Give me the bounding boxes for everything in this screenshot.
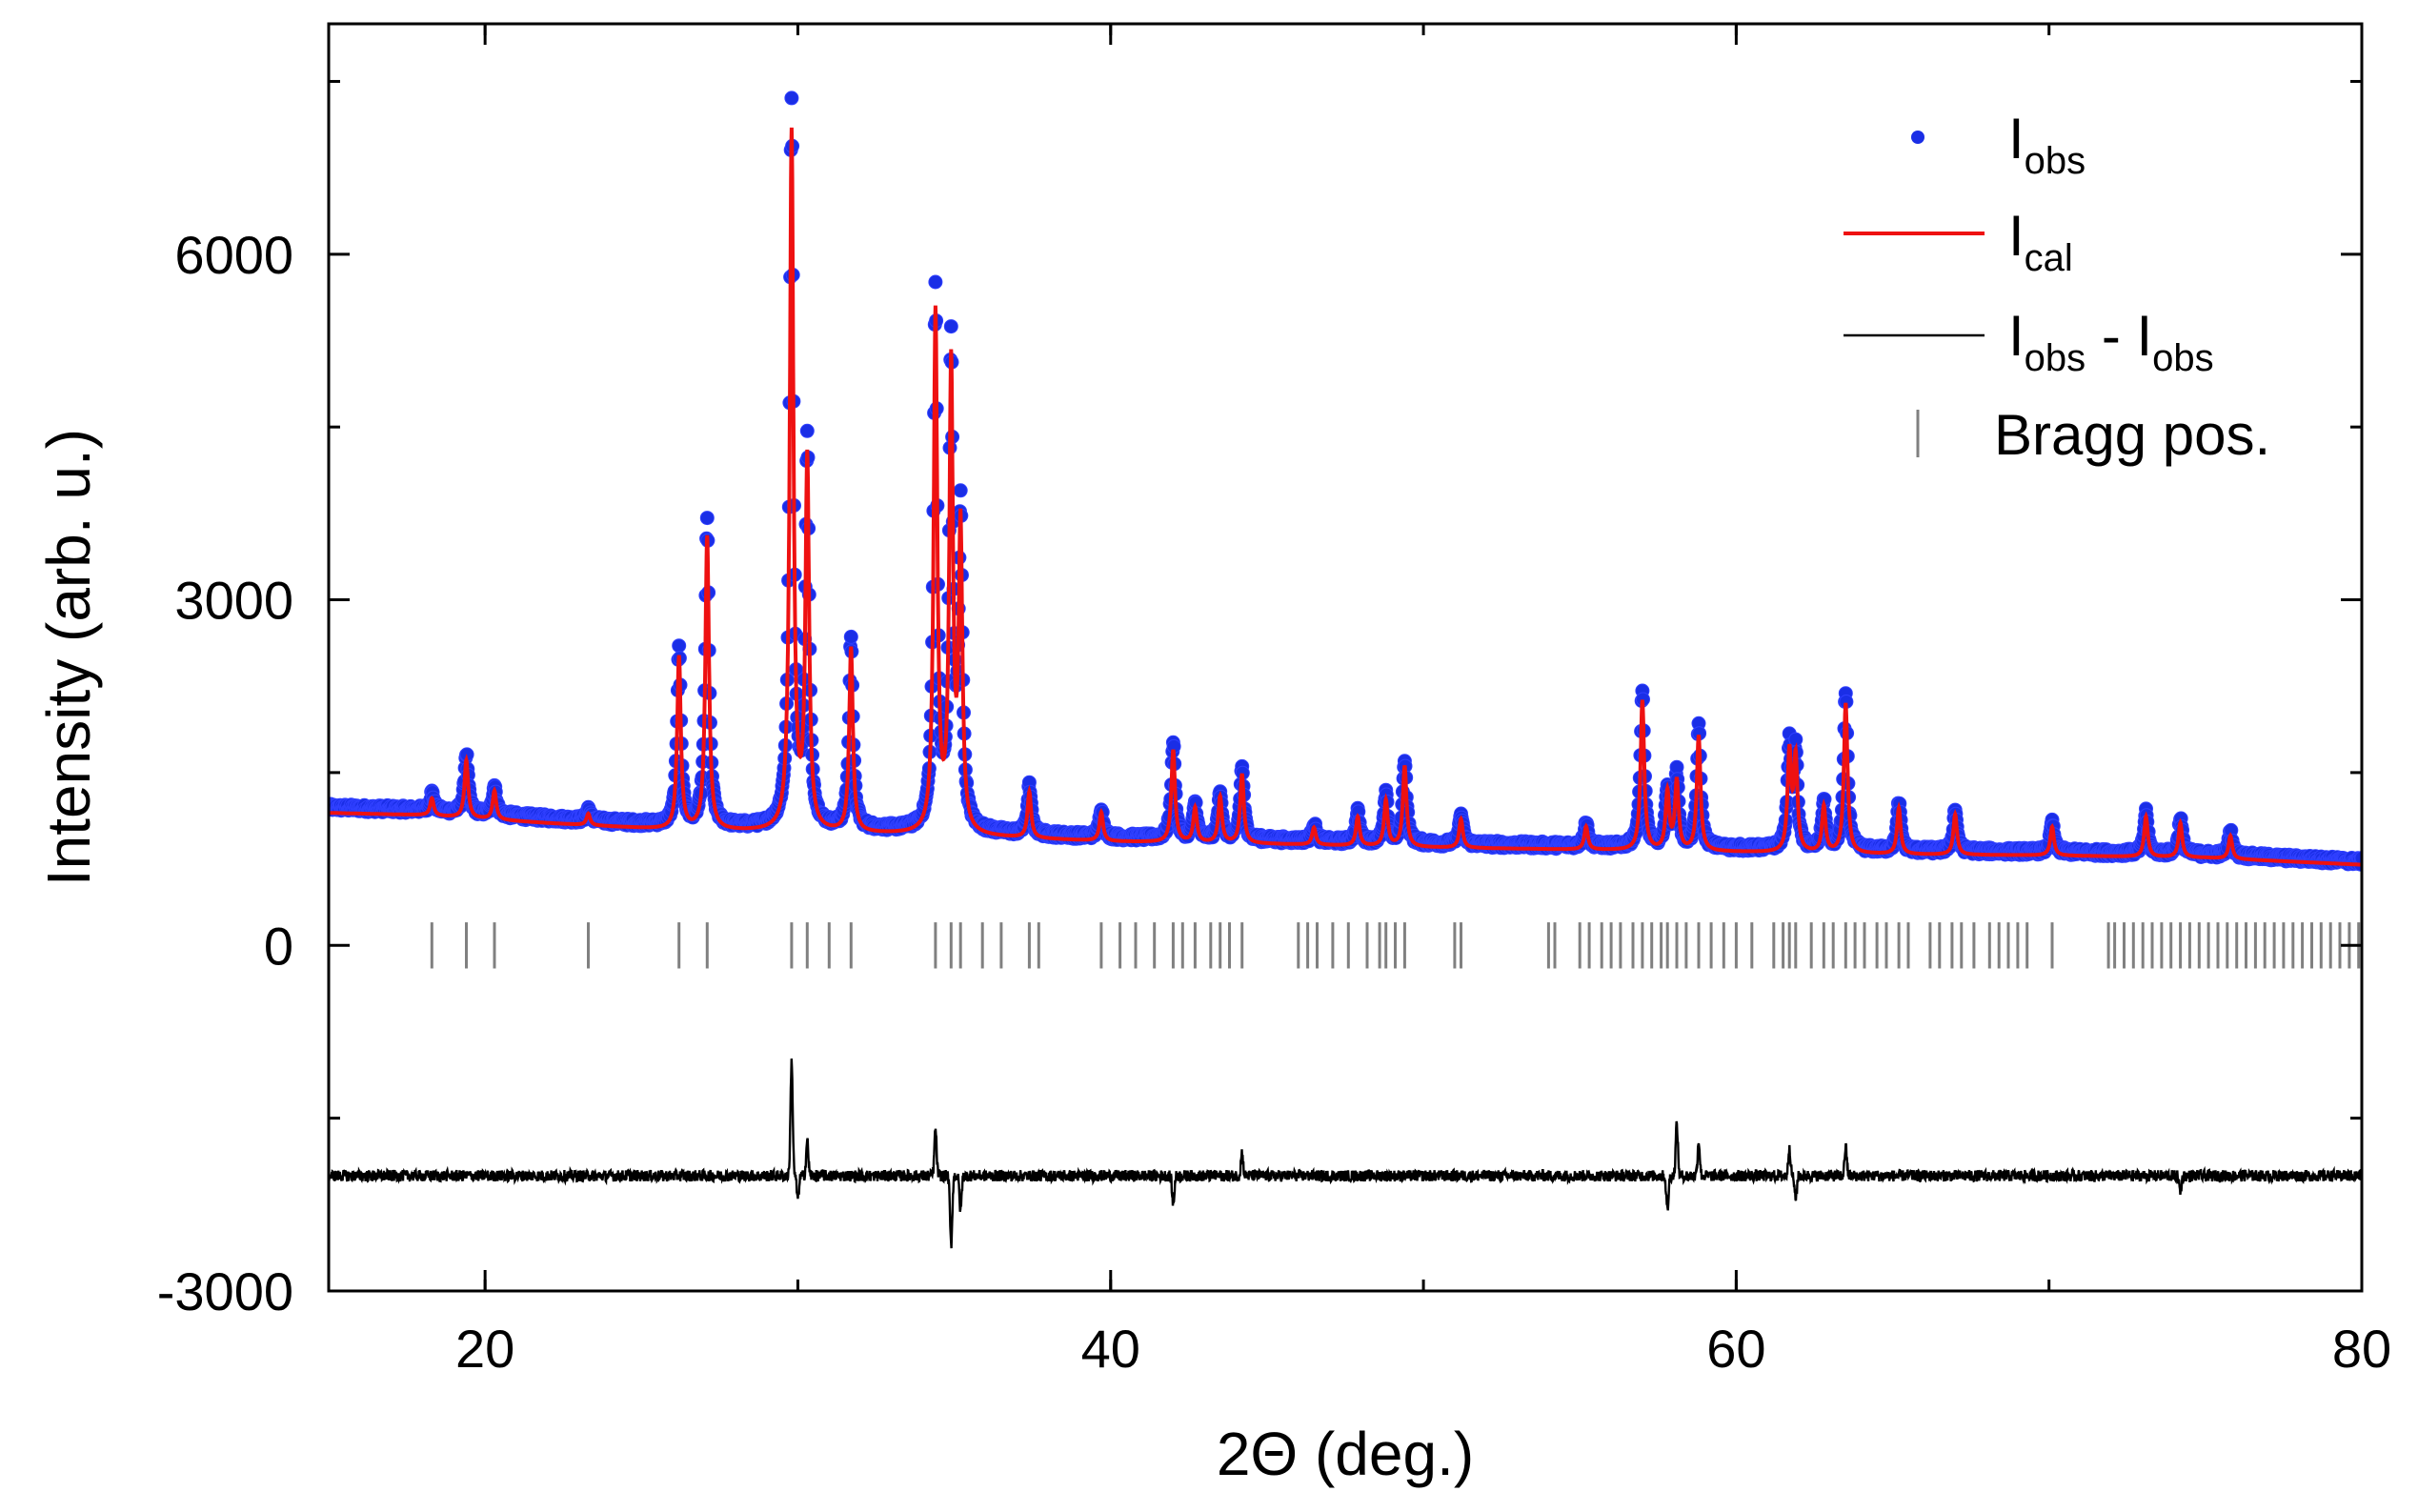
y-axis-title: Intensity (arb. u.) bbox=[34, 429, 103, 886]
plot-frame bbox=[327, 22, 2364, 1293]
y-tick-label: 0 bbox=[264, 916, 293, 976]
x-tick-label: 60 bbox=[1706, 1319, 1765, 1379]
legend-item-diff: Iobs - Iobs bbox=[1844, 304, 2214, 379]
difference-series bbox=[329, 1058, 2362, 1249]
obs-point bbox=[843, 629, 858, 644]
y-tick-label: 6000 bbox=[174, 225, 293, 285]
bragg-ticks bbox=[430, 922, 2361, 969]
legend: Iobs Ical Iobs - Iobs Bragg pos. bbox=[1844, 107, 2270, 467]
axis-ticks bbox=[329, 24, 2364, 1293]
obs-point bbox=[672, 638, 687, 654]
x-axis-title: 2Θ (deg.) bbox=[1217, 1420, 1474, 1488]
legend-obs-label: Iobs bbox=[2008, 107, 2086, 182]
observed-series bbox=[329, 91, 2362, 872]
legend-item-bragg: Bragg pos. bbox=[1916, 403, 2270, 467]
legend-cal-label: Ical bbox=[2008, 204, 2073, 279]
plot-area bbox=[327, 22, 2364, 1293]
difference-line bbox=[329, 1058, 2362, 1249]
legend-bragg-label: Bragg pos. bbox=[1994, 403, 2270, 467]
obs-point bbox=[799, 423, 815, 438]
obs-point bbox=[943, 319, 958, 334]
obs-point bbox=[699, 511, 715, 526]
x-tick-label: 20 bbox=[455, 1319, 514, 1379]
x-tick-label: 80 bbox=[2332, 1319, 2391, 1379]
y-tick-label: 3000 bbox=[174, 571, 293, 631]
obs-point bbox=[1669, 759, 1684, 775]
legend-item-cal: Ical bbox=[1844, 204, 2073, 279]
legend-obs-marker bbox=[1911, 131, 1924, 144]
x-tick-label: 40 bbox=[1081, 1319, 1140, 1379]
y-tick-label: -3000 bbox=[157, 1261, 293, 1321]
obs-point bbox=[953, 483, 968, 498]
legend-item-obs: Iobs bbox=[1911, 107, 2086, 182]
legend-diff-label: Iobs - Iobs bbox=[2008, 304, 2214, 379]
obs-point bbox=[928, 274, 943, 290]
obs-point bbox=[784, 91, 799, 106]
